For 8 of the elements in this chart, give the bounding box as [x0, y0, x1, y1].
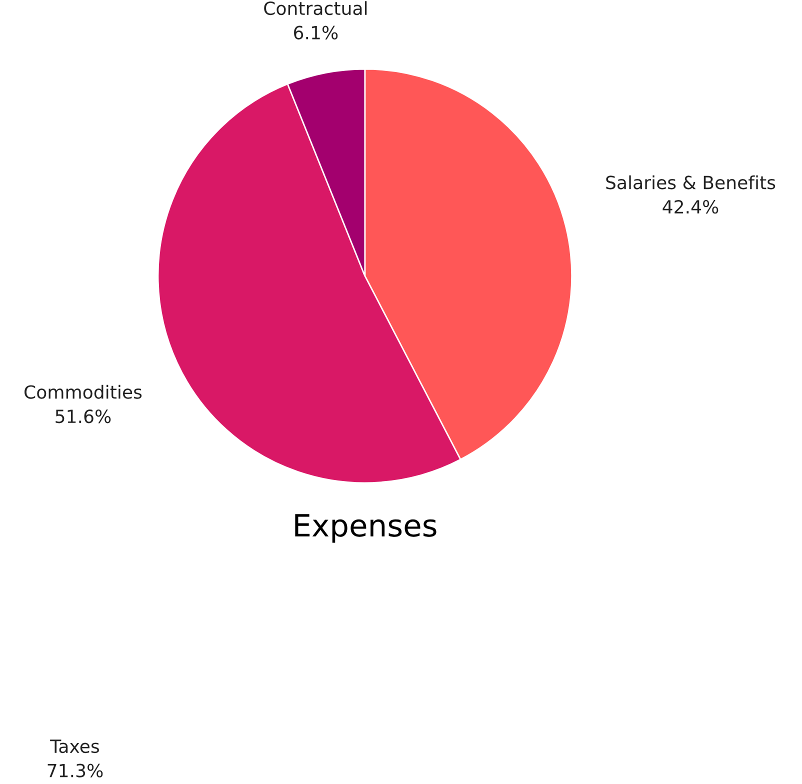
slice-label: Commodities [24, 384, 142, 399]
data-label: 42.4% [662, 200, 718, 214]
text: Expenses [295, 514, 436, 543]
data-label: 51.6% [56, 410, 111, 424]
data-label: 6.1% [294, 26, 338, 40]
slice-label: Contractual [264, 1, 367, 16]
text: Taxes 71.3% [48, 740, 103, 778]
slice-label: Salaries & Benefits [606, 175, 776, 190]
